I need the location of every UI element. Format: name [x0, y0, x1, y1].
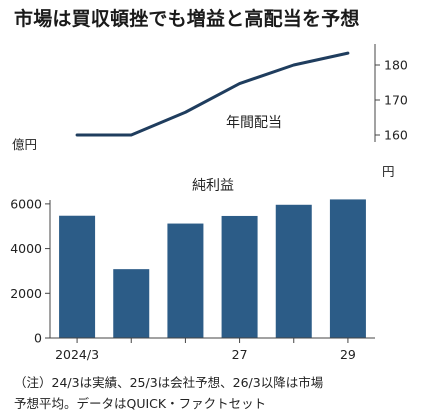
line-series-label: 年間配当: [226, 115, 282, 131]
profit-bar-5: [275, 204, 312, 338]
bar-y-tick-label: 4000: [10, 241, 42, 256]
bar-x-tick-label: 27: [232, 347, 248, 362]
bar-y-tick-label: 0: [34, 331, 42, 346]
profit-bar-2: [113, 269, 150, 338]
bar-series-label: 純利益: [192, 178, 234, 194]
line-y-tick-label: 180: [384, 58, 408, 73]
dividend-line: [75, 51, 350, 137]
bar-y-tick-label: 2000: [10, 286, 42, 301]
profit-bar-1: [59, 215, 96, 338]
line-y-tick-label: 160: [384, 128, 408, 143]
note-line-2: 予想平均。データはQUICK・ファクトセット: [14, 396, 267, 411]
profit-bar-3: [167, 223, 204, 338]
bar-unit-label: 億円: [12, 137, 37, 152]
note-line-1: （注）24/3は実績、25/3は会社予想、26/3以降は市場: [14, 375, 324, 390]
profit-bar-6: [329, 199, 366, 338]
line-y-tick-label: 170: [384, 93, 408, 108]
bar-x-tick-label: 2024/3: [55, 347, 99, 362]
line-unit-label: 円: [382, 164, 395, 179]
bar-y-tick-label: 6000: [10, 196, 42, 211]
chart-title: 市場は買収頓挫でも増益と高配当を予想: [14, 8, 360, 30]
chart-note: （注）24/3は実績、25/3は会社予想、26/3以降は市場 予想平均。データは…: [14, 372, 418, 414]
bar-x-tick-label: 29: [340, 347, 356, 362]
profit-bar-4: [221, 215, 258, 338]
